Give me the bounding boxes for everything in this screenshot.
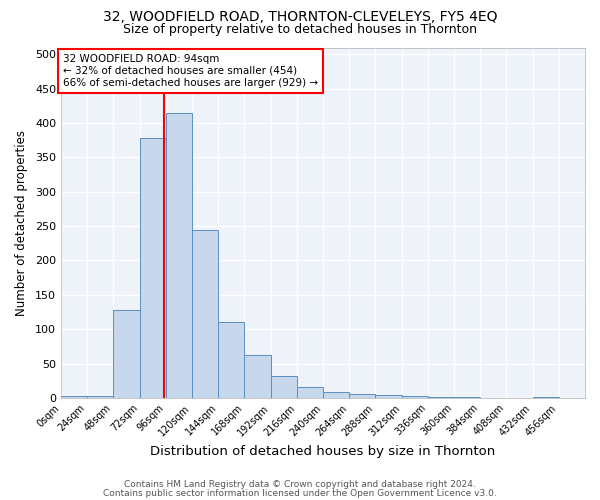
Bar xyxy=(113,310,140,398)
Bar xyxy=(244,354,271,398)
Bar xyxy=(297,387,323,398)
Bar xyxy=(61,396,87,398)
Bar xyxy=(218,322,244,398)
Text: Size of property relative to detached houses in Thornton: Size of property relative to detached ho… xyxy=(123,22,477,36)
Bar xyxy=(323,392,349,398)
Bar xyxy=(349,394,376,398)
Bar xyxy=(376,395,401,398)
Bar xyxy=(454,397,480,398)
X-axis label: Distribution of detached houses by size in Thornton: Distribution of detached houses by size … xyxy=(151,444,496,458)
Bar xyxy=(401,396,428,398)
Bar xyxy=(87,396,113,398)
Text: Contains HM Land Registry data © Crown copyright and database right 2024.: Contains HM Land Registry data © Crown c… xyxy=(124,480,476,489)
Text: Contains public sector information licensed under the Open Government Licence v3: Contains public sector information licen… xyxy=(103,489,497,498)
Bar xyxy=(428,397,454,398)
Bar xyxy=(166,113,192,398)
Bar xyxy=(192,230,218,398)
Bar xyxy=(140,138,166,398)
Bar xyxy=(533,397,559,398)
Text: 32 WOODFIELD ROAD: 94sqm
← 32% of detached houses are smaller (454)
66% of semi-: 32 WOODFIELD ROAD: 94sqm ← 32% of detach… xyxy=(63,54,318,88)
Bar xyxy=(271,376,297,398)
Y-axis label: Number of detached properties: Number of detached properties xyxy=(15,130,28,316)
Text: 32, WOODFIELD ROAD, THORNTON-CLEVELEYS, FY5 4EQ: 32, WOODFIELD ROAD, THORNTON-CLEVELEYS, … xyxy=(103,10,497,24)
